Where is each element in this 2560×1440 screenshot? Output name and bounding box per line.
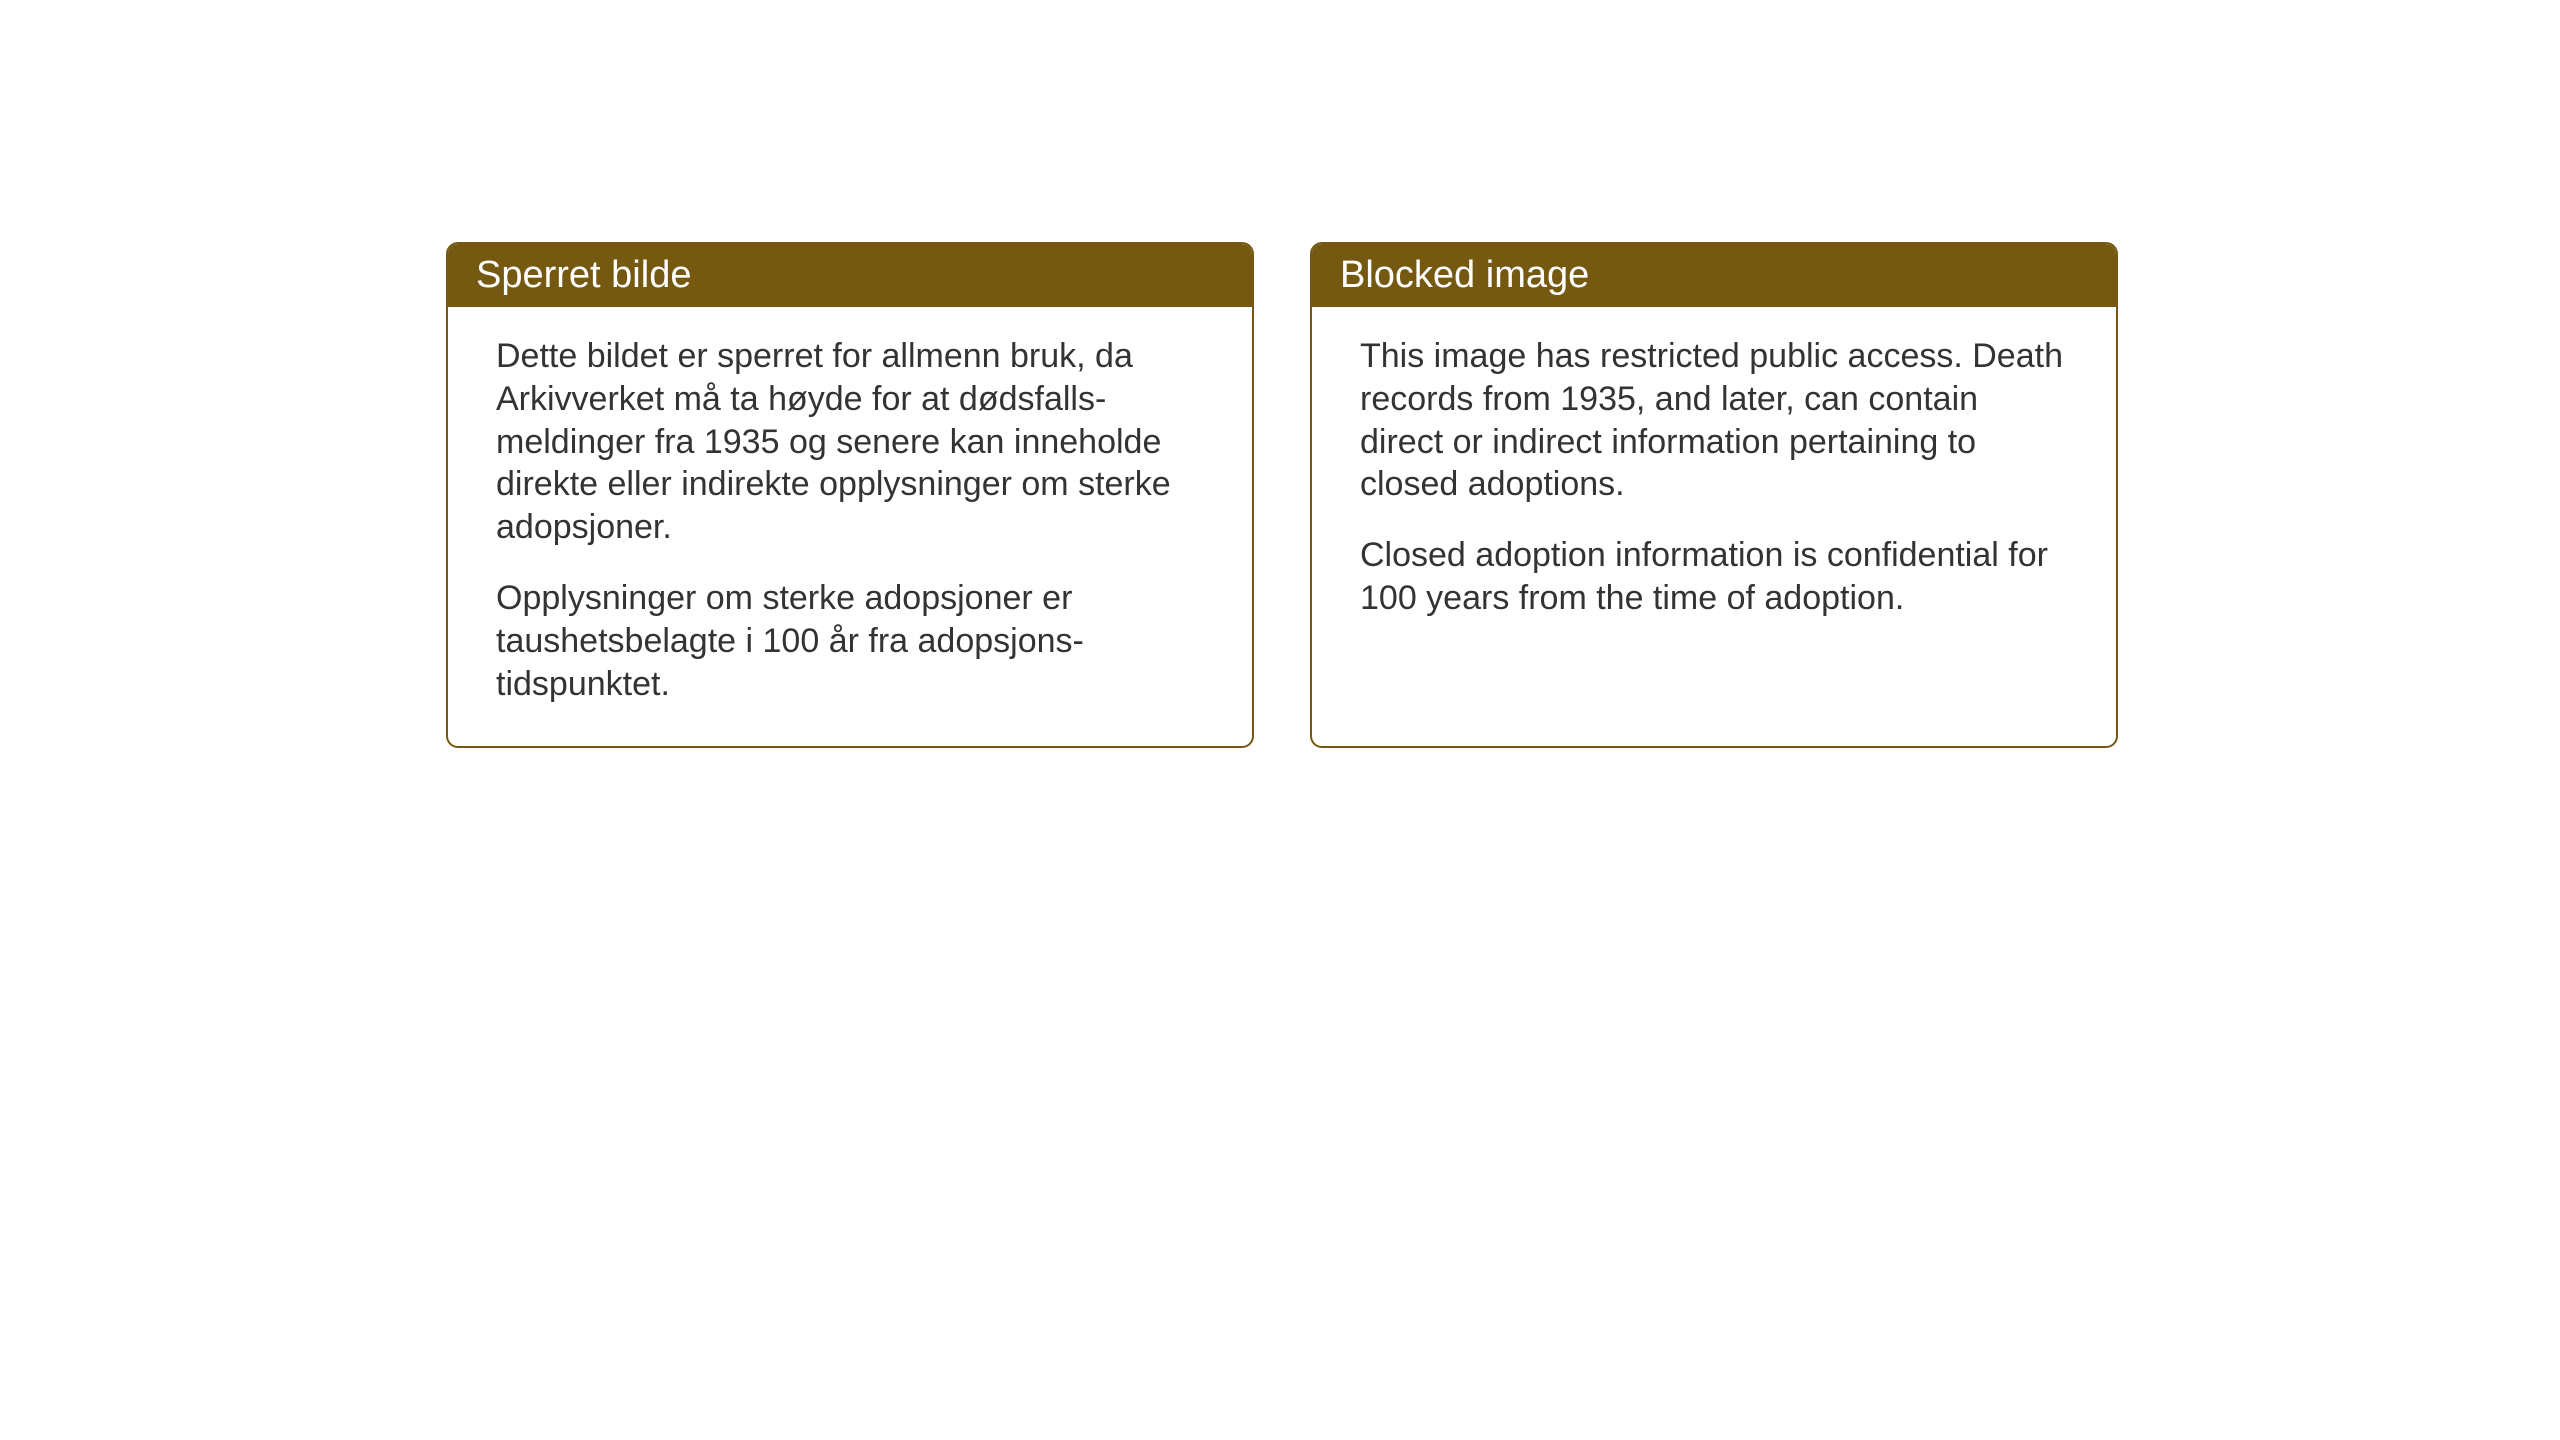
english-paragraph-1: This image has restricted public access.… (1360, 335, 2068, 506)
english-card-header: Blocked image (1312, 244, 2116, 307)
norwegian-paragraph-2: Opplysninger om sterke adopsjoner er tau… (496, 577, 1204, 705)
english-paragraph-2: Closed adoption information is confident… (1360, 534, 2068, 620)
norwegian-card-title: Sperret bilde (476, 254, 691, 296)
notice-cards-container: Sperret bilde Dette bildet er sperret fo… (446, 242, 2118, 748)
english-notice-card: Blocked image This image has restricted … (1310, 242, 2118, 748)
norwegian-paragraph-1: Dette bildet er sperret for allmenn bruk… (496, 335, 1204, 549)
norwegian-card-header: Sperret bilde (448, 244, 1252, 307)
norwegian-card-body: Dette bildet er sperret for allmenn bruk… (448, 307, 1252, 746)
english-card-title: Blocked image (1340, 254, 1589, 296)
norwegian-notice-card: Sperret bilde Dette bildet er sperret fo… (446, 242, 1254, 748)
english-card-body: This image has restricted public access.… (1312, 307, 2116, 707)
